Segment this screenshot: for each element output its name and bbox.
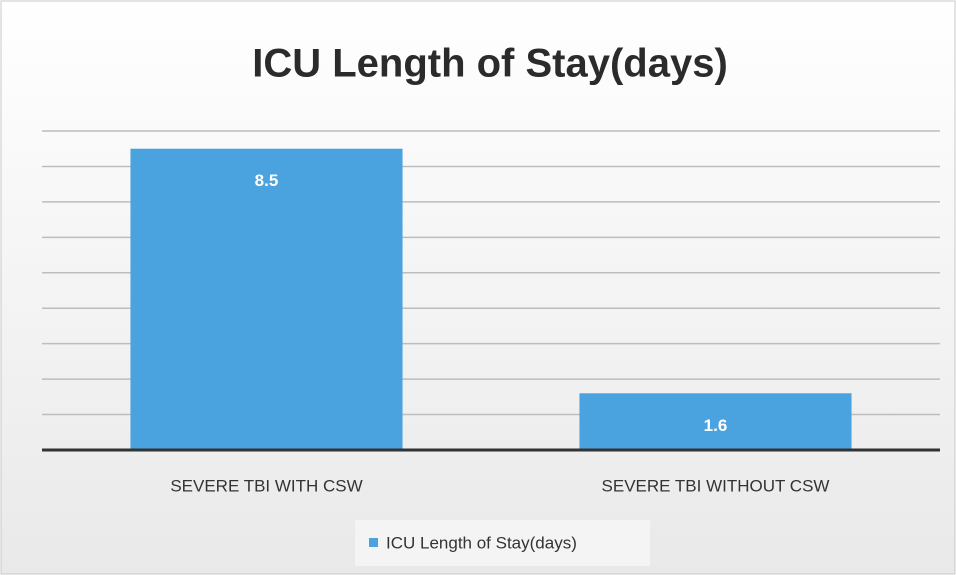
data-label: 8.5 (255, 171, 279, 190)
x-tick-label: SEVERE TBI WITH CSW (170, 476, 362, 495)
x-tick-label: SEVERE TBI WITHOUT CSW (602, 476, 830, 495)
legend-swatch (369, 538, 378, 547)
data-label: 1.6 (704, 416, 728, 435)
legend-label: ICU Length of Stay(days) (386, 533, 577, 552)
chart-title: ICU Length of Stay(days) (252, 42, 728, 86)
bar (579, 393, 852, 450)
bar (130, 148, 403, 450)
legend-box (355, 520, 650, 566)
